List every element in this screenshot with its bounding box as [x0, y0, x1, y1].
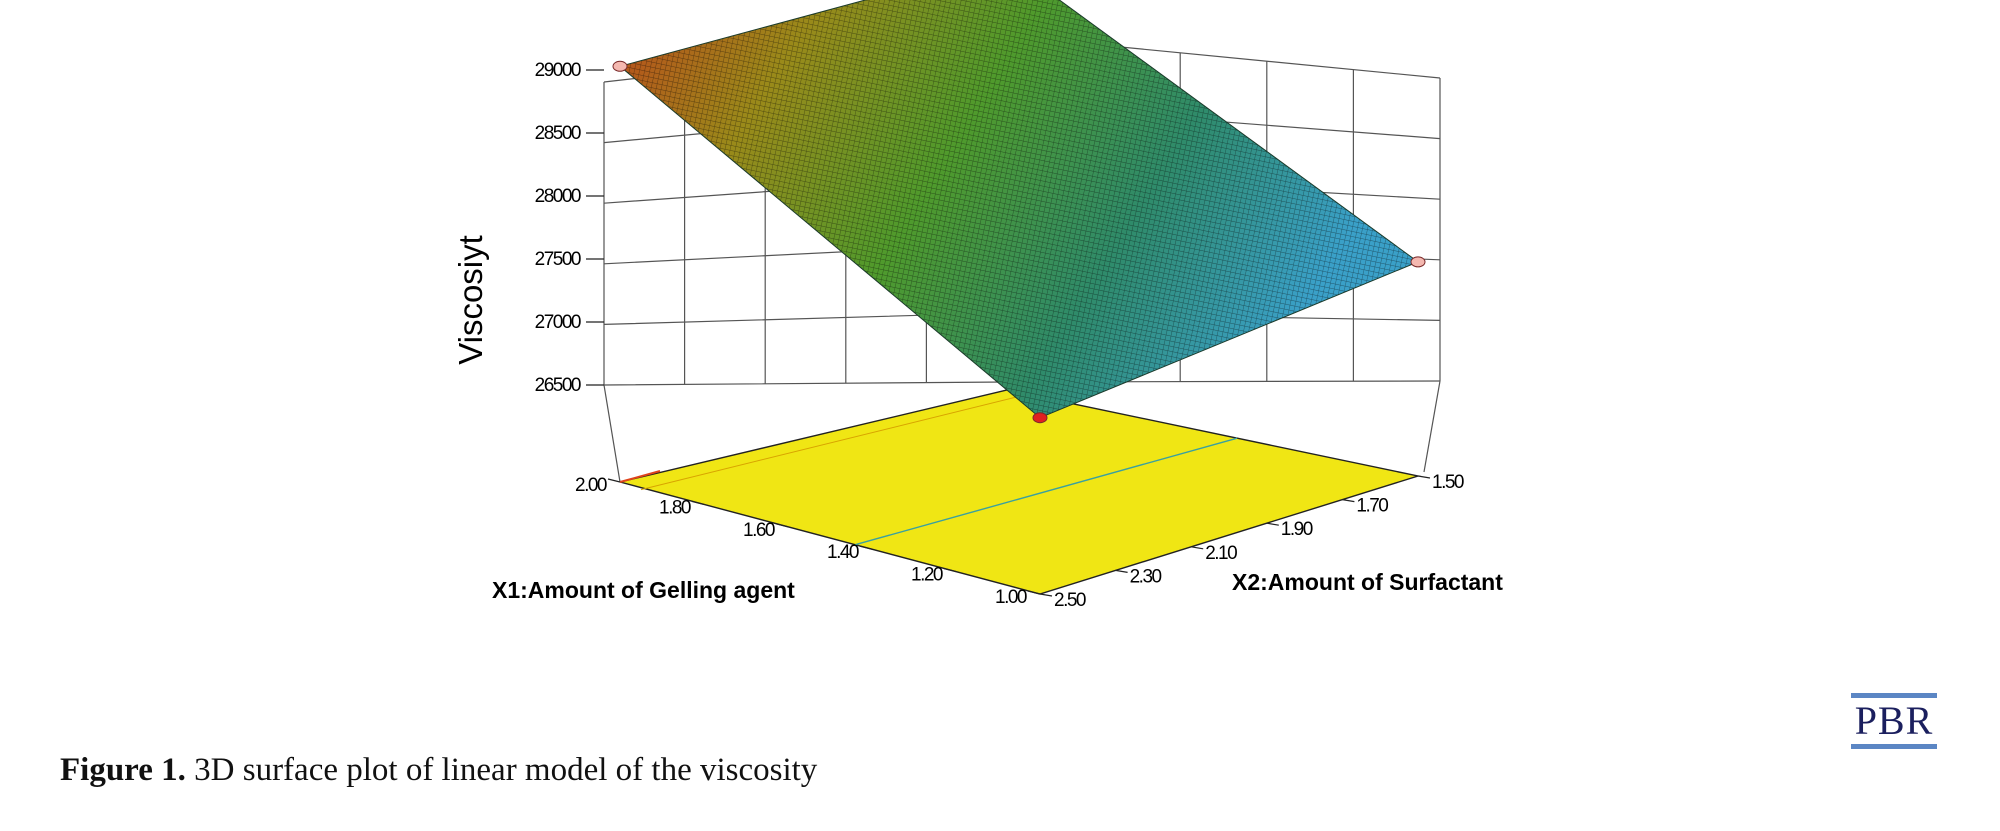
z-tick-label: 29000	[535, 60, 581, 81]
contour-line	[640, 393, 1028, 491]
figure-caption: Figure 1. 3D surface plot of linear mode…	[60, 752, 817, 789]
z-tick-label: 27500	[535, 249, 581, 270]
x2-axis-label: X2:Amount of Surfactant	[1232, 569, 1503, 595]
x2-tick	[1342, 499, 1355, 503]
x2-tick	[1266, 522, 1279, 526]
contour-line	[855, 437, 1238, 546]
x1-tick-label: 1.80	[659, 497, 691, 518]
logo-bottom-bar	[1851, 744, 1937, 749]
vertical-edge	[1423, 380, 1441, 473]
x1-tick	[943, 568, 957, 573]
x1-tick	[1027, 590, 1041, 595]
floor-contour-plane	[619, 389, 1421, 595]
x2-tick-label: 1.70	[1356, 496, 1388, 517]
design-point	[1032, 412, 1048, 424]
design-points	[612, 60, 1426, 424]
design-point	[612, 60, 628, 72]
x1-tick	[859, 545, 873, 550]
z-tick-label: 27000	[535, 312, 581, 333]
x2-tick	[1417, 475, 1431, 479]
pbr-logo: PBR	[1851, 693, 1937, 749]
vertical-edge	[603, 384, 621, 483]
x1-tick-label: 1.60	[743, 520, 775, 541]
x2-tick-label: 2.50	[1054, 590, 1086, 611]
z-tick-label: 28000	[535, 186, 581, 207]
x1-tick-label: 1.00	[995, 587, 1027, 608]
x1-axis-label: X1:Amount of Gelling agent	[492, 577, 795, 603]
caption-text: 3D surface plot of linear model of the v…	[185, 752, 818, 788]
x2-tick-label: 1.90	[1281, 519, 1313, 540]
floor-plane	[619, 389, 1421, 595]
x1-tick-label: 1.20	[911, 565, 943, 586]
z-tick-label: 28500	[535, 123, 581, 144]
x1-tick-label: 1.40	[827, 542, 859, 563]
x1-tick	[775, 523, 789, 528]
z-tick-label: 26500	[535, 375, 581, 396]
x2-tick-label: 2.30	[1130, 566, 1162, 587]
x1-tick-label: 2.00	[575, 475, 607, 496]
response-surface	[618, 0, 1420, 419]
tick-labels: 26500 27000 27500 28000 28500 29000 1.00 1.20 1.…	[535, 60, 1466, 611]
z-axis-label: Viscosiyt	[452, 235, 489, 365]
x2-tick-label: 1.50	[1432, 472, 1464, 493]
design-point	[1410, 256, 1426, 268]
logo-top-bar	[1851, 693, 1937, 698]
surface-mesh	[620, 0, 1418, 418]
x2-tick	[1039, 593, 1053, 597]
x1-tick	[607, 478, 621, 483]
caption-label: Figure 1.	[60, 752, 186, 788]
contour-line	[619, 470, 661, 483]
x2-tick	[1115, 569, 1128, 573]
logo-text: PBR	[1854, 698, 1934, 743]
x1-tick	[691, 500, 705, 505]
x2-tick-label: 2.10	[1205, 543, 1237, 564]
x2-tick	[1191, 546, 1204, 550]
